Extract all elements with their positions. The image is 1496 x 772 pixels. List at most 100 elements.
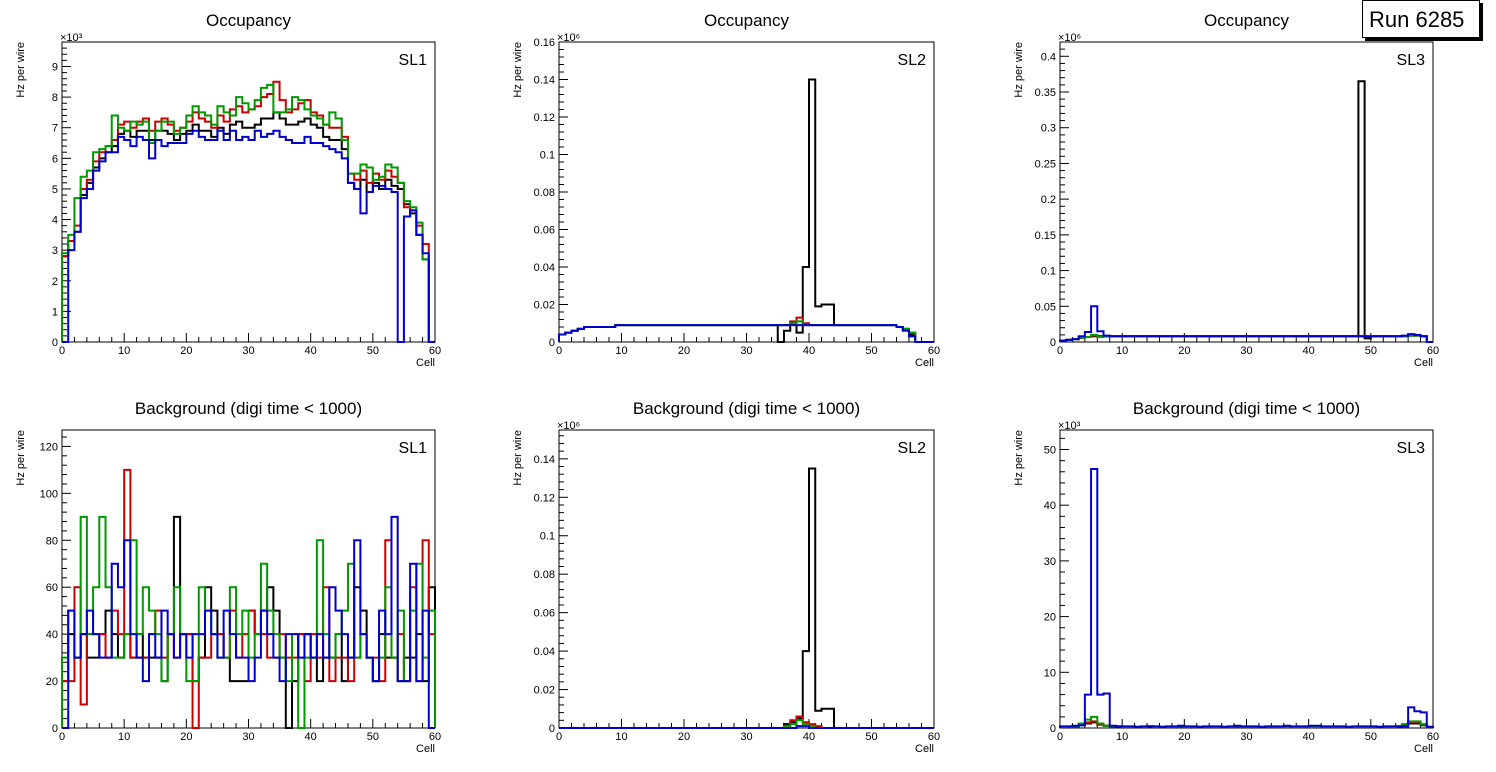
panel-6: Background (digi time < 1000) 0 10 20 30 40 50… (1013, 399, 1439, 755)
y-axis-label: Hz per wire (1013, 42, 1025, 98)
x-tick-label: 0 (1057, 731, 1063, 743)
x-tick-label: 20 (1178, 731, 1190, 743)
x-tick-label: 40 (305, 345, 317, 357)
y-tick-label: 8 (52, 92, 58, 104)
y-tick-label: 3 (52, 245, 58, 257)
superlayer-label: SL2 (898, 52, 927, 69)
chart-title: Occupancy (1204, 11, 1290, 30)
histogram-black (558, 78, 934, 343)
y-axis-label: Hz per wire (15, 430, 27, 486)
x-tick-label: 50 (367, 345, 379, 357)
histogram-red (61, 468, 436, 729)
x-tick-label: 0 (1057, 345, 1063, 357)
x-tick-label: 60 (928, 345, 940, 357)
y-tick-label: 0.2 (1041, 194, 1056, 206)
y-tick-label: 40 (46, 629, 58, 641)
plot-frame (1059, 429, 1434, 729)
y-tick-label: 0.02 (534, 685, 555, 697)
y-tick-label: 0 (549, 337, 555, 349)
y-tick-label: 0 (52, 723, 58, 735)
x-tick-label: 0 (556, 731, 562, 743)
y-axis-label: Hz per wire (15, 42, 27, 98)
y-tick-label: 0 (1050, 723, 1056, 735)
x-tick-label: 20 (678, 345, 690, 357)
histogram-black (1059, 80, 1433, 343)
panel-5: Background (digi time < 1000) 0 10 20 30 40 50… (512, 399, 940, 755)
plot-frame (558, 41, 935, 343)
y-tick-label: 0.14 (534, 75, 555, 87)
y-tick-label: 0.04 (534, 262, 555, 274)
y-tick-label: 7 (52, 123, 58, 135)
histogram-blue (62, 129, 435, 343)
x-tick-label: 0 (59, 345, 65, 357)
x-axis-label: Cell (1414, 357, 1433, 369)
x-tick-label: 40 (1303, 345, 1315, 357)
x-tick-label: 10 (118, 731, 130, 743)
y-tick-label: 0.1 (540, 150, 555, 162)
y-tick-label: 0.35 (1035, 87, 1056, 99)
y-axis-exponent: ×10⁶ (557, 420, 580, 432)
x-tick-label: 30 (1240, 731, 1252, 743)
x-tick-label: 60 (1427, 345, 1439, 357)
y-tick-label: 0.06 (534, 225, 555, 237)
x-tick-label: 60 (928, 731, 940, 743)
x-tick-label: 30 (1240, 345, 1252, 357)
y-tick-label: 0.3 (1041, 123, 1056, 135)
y-tick-label: 0.25 (1035, 158, 1056, 170)
panel-4: Background (digi time < 1000) 0 10 20 30 40 50… (15, 399, 441, 755)
superlayer-label: SL1 (399, 52, 428, 69)
y-tick-label: 0.12 (534, 492, 555, 504)
y-axis-exponent: ×10³ (60, 32, 83, 44)
x-tick-label: 30 (242, 345, 254, 357)
y-tick-label: 0.05 (1035, 301, 1056, 313)
superlayer-label: SL3 (1397, 440, 1426, 457)
x-tick-label: 40 (1303, 731, 1315, 743)
y-tick-label: 0 (52, 337, 58, 349)
y-tick-label: 0.16 (534, 37, 555, 49)
superlayer-label: SL2 (898, 440, 927, 457)
y-tick-label: 0.06 (534, 608, 555, 620)
x-tick-label: 50 (865, 731, 877, 743)
y-tick-label: 1 (52, 306, 58, 318)
x-tick-label: 20 (180, 345, 192, 357)
y-tick-label: 0 (1050, 337, 1056, 349)
x-tick-label: 10 (615, 345, 627, 357)
y-axis-exponent: ×10⁶ (557, 32, 580, 44)
histogram-blue (1059, 467, 1434, 728)
y-tick-label: 100 (40, 488, 58, 500)
x-axis-label: Cell (915, 743, 934, 755)
y-tick-label: 0.1 (1041, 266, 1056, 278)
y-tick-label: 0.15 (1035, 230, 1056, 242)
x-axis-label: Cell (416, 743, 435, 755)
x-axis-label: Cell (915, 357, 934, 369)
chart-title: Occupancy (206, 11, 292, 30)
y-tick-label: 0.1 (540, 531, 555, 543)
chart-title: Background (digi time < 1000) (633, 399, 860, 418)
y-tick-label: 20 (1044, 612, 1056, 624)
x-tick-label: 10 (118, 345, 130, 357)
x-tick-label: 50 (1365, 731, 1377, 743)
plot-frame (558, 429, 935, 729)
y-tick-label: 0.04 (534, 646, 555, 658)
x-tick-label: 50 (367, 731, 379, 743)
histogram-blue (62, 515, 435, 729)
y-tick-label: 2 (52, 276, 58, 288)
y-tick-label: 6 (52, 153, 58, 165)
histogram-red (61, 80, 435, 343)
y-tick-label: 0.08 (534, 569, 555, 581)
x-tick-label: 40 (305, 731, 317, 743)
y-axis-label: Hz per wire (512, 42, 524, 98)
y-tick-label: 40 (1044, 500, 1056, 512)
x-tick-label: 0 (59, 731, 65, 743)
y-tick-label: 80 (46, 535, 58, 547)
y-tick-label: 20 (46, 676, 58, 688)
plot-frame (61, 41, 436, 343)
run-label: Run 6285 (1362, 0, 1480, 38)
y-tick-label: 120 (40, 441, 58, 453)
x-tick-label: 40 (803, 731, 815, 743)
x-tick-label: 10 (1116, 345, 1128, 357)
x-axis-label: Cell (1414, 743, 1433, 755)
